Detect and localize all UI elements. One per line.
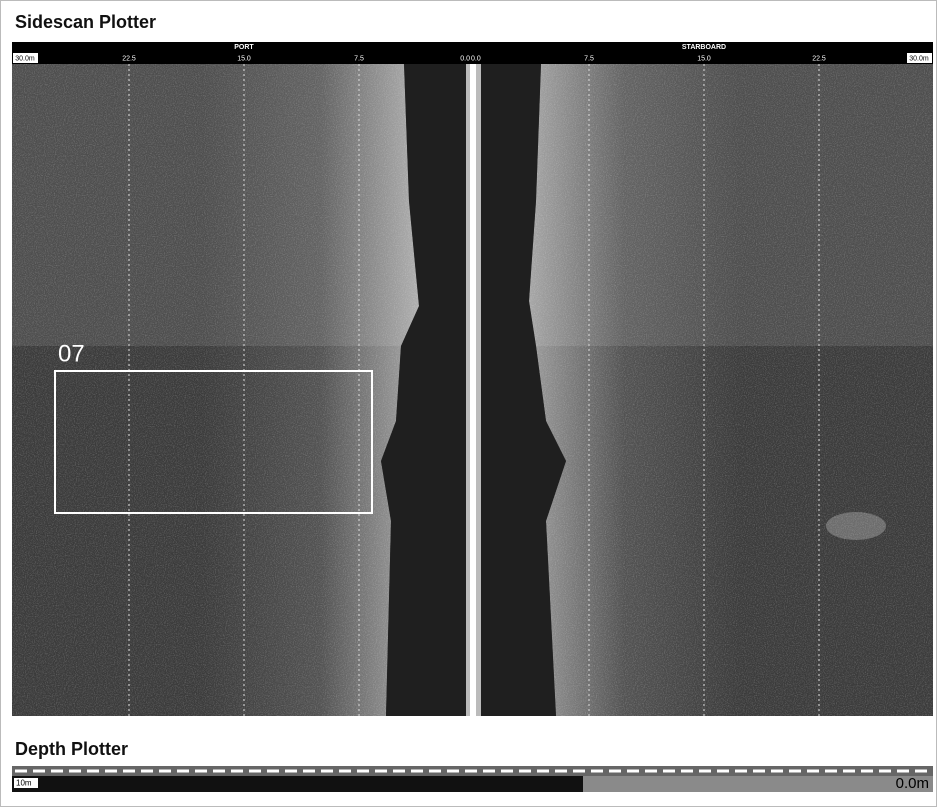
- depth-fill: [583, 776, 933, 792]
- scale-label: 22.5: [812, 55, 826, 62]
- page: Sidescan Plotter: [0, 0, 937, 807]
- target: [826, 512, 886, 540]
- depth-view: 10m 0.0m: [1, 761, 937, 801]
- scale-label: 22.5: [122, 55, 136, 62]
- scale-label: 15.0: [697, 55, 711, 62]
- starboard-label: STARBOARD: [682, 44, 726, 51]
- scale-label: 7.5: [354, 55, 364, 62]
- scale-label: 0.0: [460, 55, 470, 62]
- scale-label: 15.0: [237, 55, 251, 62]
- sidescan-view: 07 PORT STARBOARD 30.0m22.515.07.50.00.0…: [1, 1, 937, 807]
- scale-label: 0.0: [471, 55, 481, 62]
- depth-range: 10m: [16, 779, 32, 788]
- center-line: [470, 64, 476, 716]
- marker-label: 07: [58, 340, 85, 367]
- scale-label: 30.0m: [15, 55, 35, 62]
- port-return: [201, 64, 419, 716]
- panel-title: Depth Plotter: [15, 739, 128, 760]
- depth-reading: 0.0m: [896, 775, 929, 792]
- port-label: PORT: [234, 44, 254, 51]
- starboard-return: [529, 64, 741, 716]
- scale-label: 7.5: [584, 55, 594, 62]
- scale-label: 30.0m: [909, 55, 929, 62]
